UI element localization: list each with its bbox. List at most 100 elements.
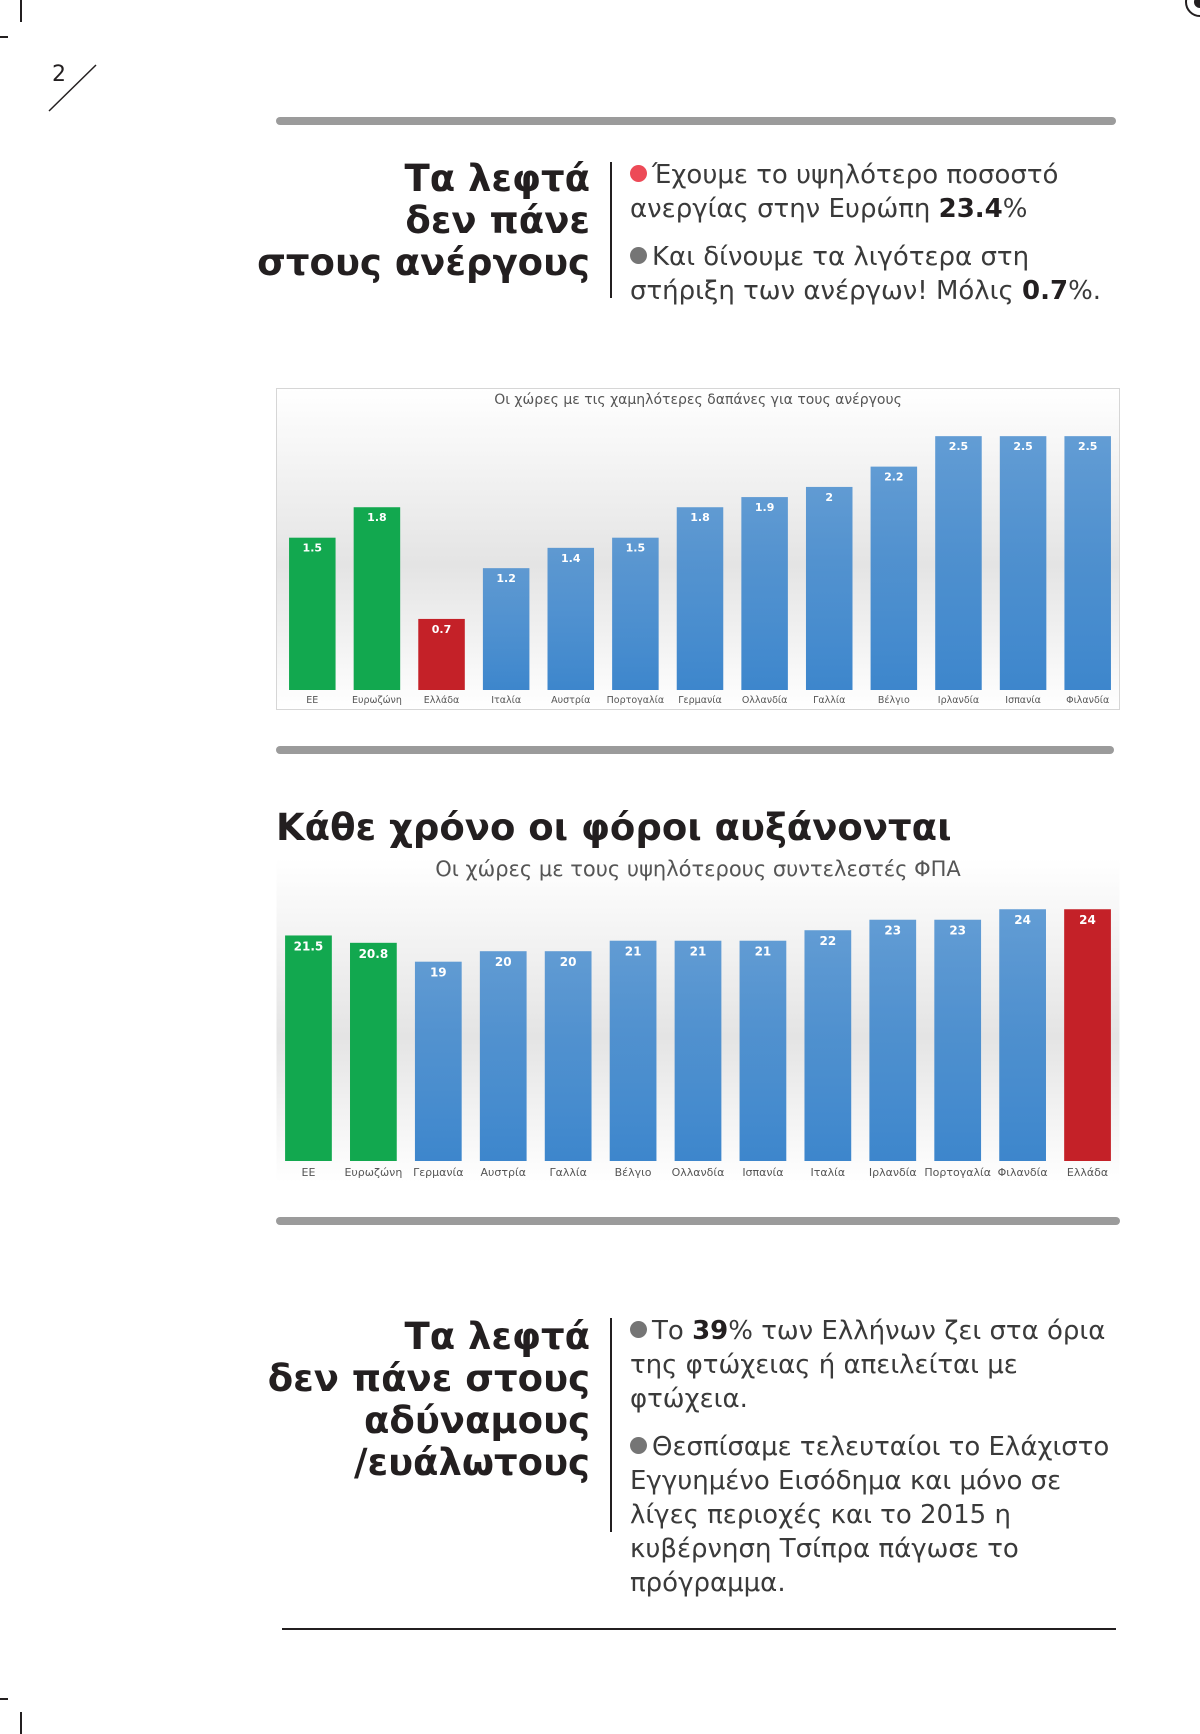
bar: [804, 930, 852, 1161]
data-label: 24: [1014, 913, 1031, 927]
bar: [285, 935, 332, 1161]
data-label: 2: [825, 491, 833, 504]
separator-bar: [276, 117, 1116, 125]
data-label: 22: [819, 934, 836, 948]
bar: [676, 507, 724, 690]
divider-line: [610, 162, 612, 298]
vat-heading: Κάθε χρόνο οι φόροι αυξάνονται: [276, 806, 952, 849]
title-line: δεν πάνε στους: [267, 1357, 590, 1400]
crop-mark: [0, 1698, 8, 1700]
tick-label: Ευρωζώνη: [344, 1166, 402, 1179]
bar: [612, 537, 659, 690]
title-line: στους ανέργους: [257, 241, 590, 284]
data-label: 20.8: [359, 947, 389, 961]
tick-label: Ισπανία: [742, 1166, 783, 1179]
chart-svg: Οι χώρες με τις χαμηλότερες δαπάνες για …: [276, 388, 1120, 710]
data-label: 19: [430, 966, 447, 980]
bar: [934, 919, 982, 1161]
tick-label: Ιρλανδία: [869, 1166, 917, 1179]
tick-label: Πορτογαλία: [924, 1166, 991, 1179]
footer-rule: [282, 1628, 1116, 1630]
gray-bullet-icon: [630, 247, 647, 264]
unemployment-bullets: Έχουμε το υψηλότερο ποσοστό ανεργίας στη…: [630, 158, 1120, 322]
data-label: 2.5: [1013, 440, 1033, 453]
tick-label: Ελλάδα: [1067, 1166, 1108, 1179]
data-label: 1.8: [690, 511, 710, 524]
tick-label: Ευρωζώνη: [352, 695, 402, 706]
data-label: 1.9: [755, 501, 775, 514]
data-label: 24: [1079, 913, 1096, 927]
gray-bullet-icon: [630, 1437, 647, 1454]
data-label: 2.5: [1078, 440, 1098, 453]
vulnerable-bullets: Το 39% των Ελλήνων ζει στα όρια της φτώχ…: [630, 1314, 1120, 1614]
tick-label: Αυστρία: [551, 695, 590, 706]
title-line: Τα λεφτά: [404, 157, 590, 200]
bar: [1064, 436, 1111, 690]
tick-label: Ολλανδία: [742, 695, 788, 706]
vulnerable-title: Τα λεφτά δεν πάνε στους αδύναμους /ευάλω…: [250, 1316, 590, 1484]
tick-label: Ελλάδα: [424, 695, 460, 706]
bar: [870, 466, 918, 690]
data-label: 20: [495, 955, 512, 969]
title-line: Τα λεφτά: [404, 1315, 590, 1358]
separator-bar: [276, 746, 1114, 754]
tick-label: Γερμανία: [413, 1166, 463, 1179]
bar: [353, 507, 401, 690]
unemployment-title: Τα λεφτά δεν πάνε στους ανέργους: [250, 158, 590, 284]
bar: [674, 940, 722, 1161]
tick-label: Ιταλία: [491, 695, 521, 706]
bar: [418, 618, 465, 690]
chart-svg: Οι χώρες με τους υψηλότερους συντελεστές…: [276, 858, 1120, 1183]
bar: [609, 940, 657, 1161]
data-label: 1.5: [303, 542, 323, 555]
crop-mark: [20, 1712, 22, 1734]
data-label: 21: [625, 945, 642, 959]
bullet-item: Το 39% των Ελλήνων ζει στα όρια της φτώχ…: [630, 1316, 1106, 1414]
data-label: 23: [884, 924, 901, 938]
tick-label: Ισπανία: [1005, 695, 1041, 706]
bar: [805, 486, 853, 690]
tick-label: Φιλανδία: [1066, 695, 1109, 706]
tick-label: Ιταλία: [811, 1166, 846, 1179]
vat-rates-chart: Οι χώρες με τους υψηλότερους συντελεστές…: [276, 858, 1120, 1183]
bar: [869, 919, 917, 1161]
data-label: 21.5: [294, 939, 324, 953]
bar: [935, 436, 982, 690]
bar: [999, 436, 1047, 690]
data-label: 1.5: [626, 542, 646, 555]
bar: [999, 909, 1046, 1161]
tick-label: Φιλανδία: [998, 1166, 1048, 1179]
title-line: /ευάλωτους: [353, 1441, 590, 1484]
chart-title: Οι χώρες με τις χαμηλότερες δαπάνες για …: [494, 392, 902, 408]
bar: [479, 951, 527, 1161]
data-label: 23: [949, 924, 966, 938]
data-label: 0.7: [432, 623, 452, 636]
bar: [547, 547, 595, 690]
separator-bar: [276, 1217, 1120, 1225]
chart-title: Οι χώρες με τους υψηλότερους συντελεστές…: [435, 858, 961, 881]
bar: [289, 537, 336, 690]
bar: [544, 951, 592, 1161]
tick-label: Βέλγιο: [615, 1166, 652, 1179]
bar: [1064, 909, 1111, 1161]
bullet-item: Και δίνουμε τα λιγότερα στη στήριξη των …: [630, 242, 1102, 306]
crop-mark: [20, 0, 22, 22]
bullet-item: Έχουμε το υψηλότερο ποσοστό ανεργίας στη…: [630, 160, 1059, 224]
bar: [414, 961, 462, 1161]
data-label: 1.8: [367, 511, 387, 524]
data-label: 1.4: [561, 552, 581, 565]
tick-label: Βέλγιο: [878, 695, 910, 706]
bar: [741, 497, 788, 690]
bullet-item: Θεσπίσαμε τελευταίοι το Ελάχιστο Εγγυημέ…: [630, 1432, 1110, 1598]
tick-label: Ολλανδία: [672, 1166, 725, 1179]
tick-label: Γερμανία: [678, 695, 722, 706]
gray-bullet-icon: [630, 1321, 647, 1338]
tick-label: Αυστρία: [481, 1166, 526, 1179]
divider-line: [610, 1318, 612, 1532]
data-label: 21: [690, 945, 707, 959]
data-label: 2.5: [949, 440, 969, 453]
data-label: 21: [755, 945, 772, 959]
unemployment-spending-chart: Οι χώρες με τις χαμηλότερες δαπάνες για …: [276, 388, 1120, 710]
crop-mark: [0, 36, 8, 38]
tick-label: Γαλλία: [549, 1166, 586, 1179]
